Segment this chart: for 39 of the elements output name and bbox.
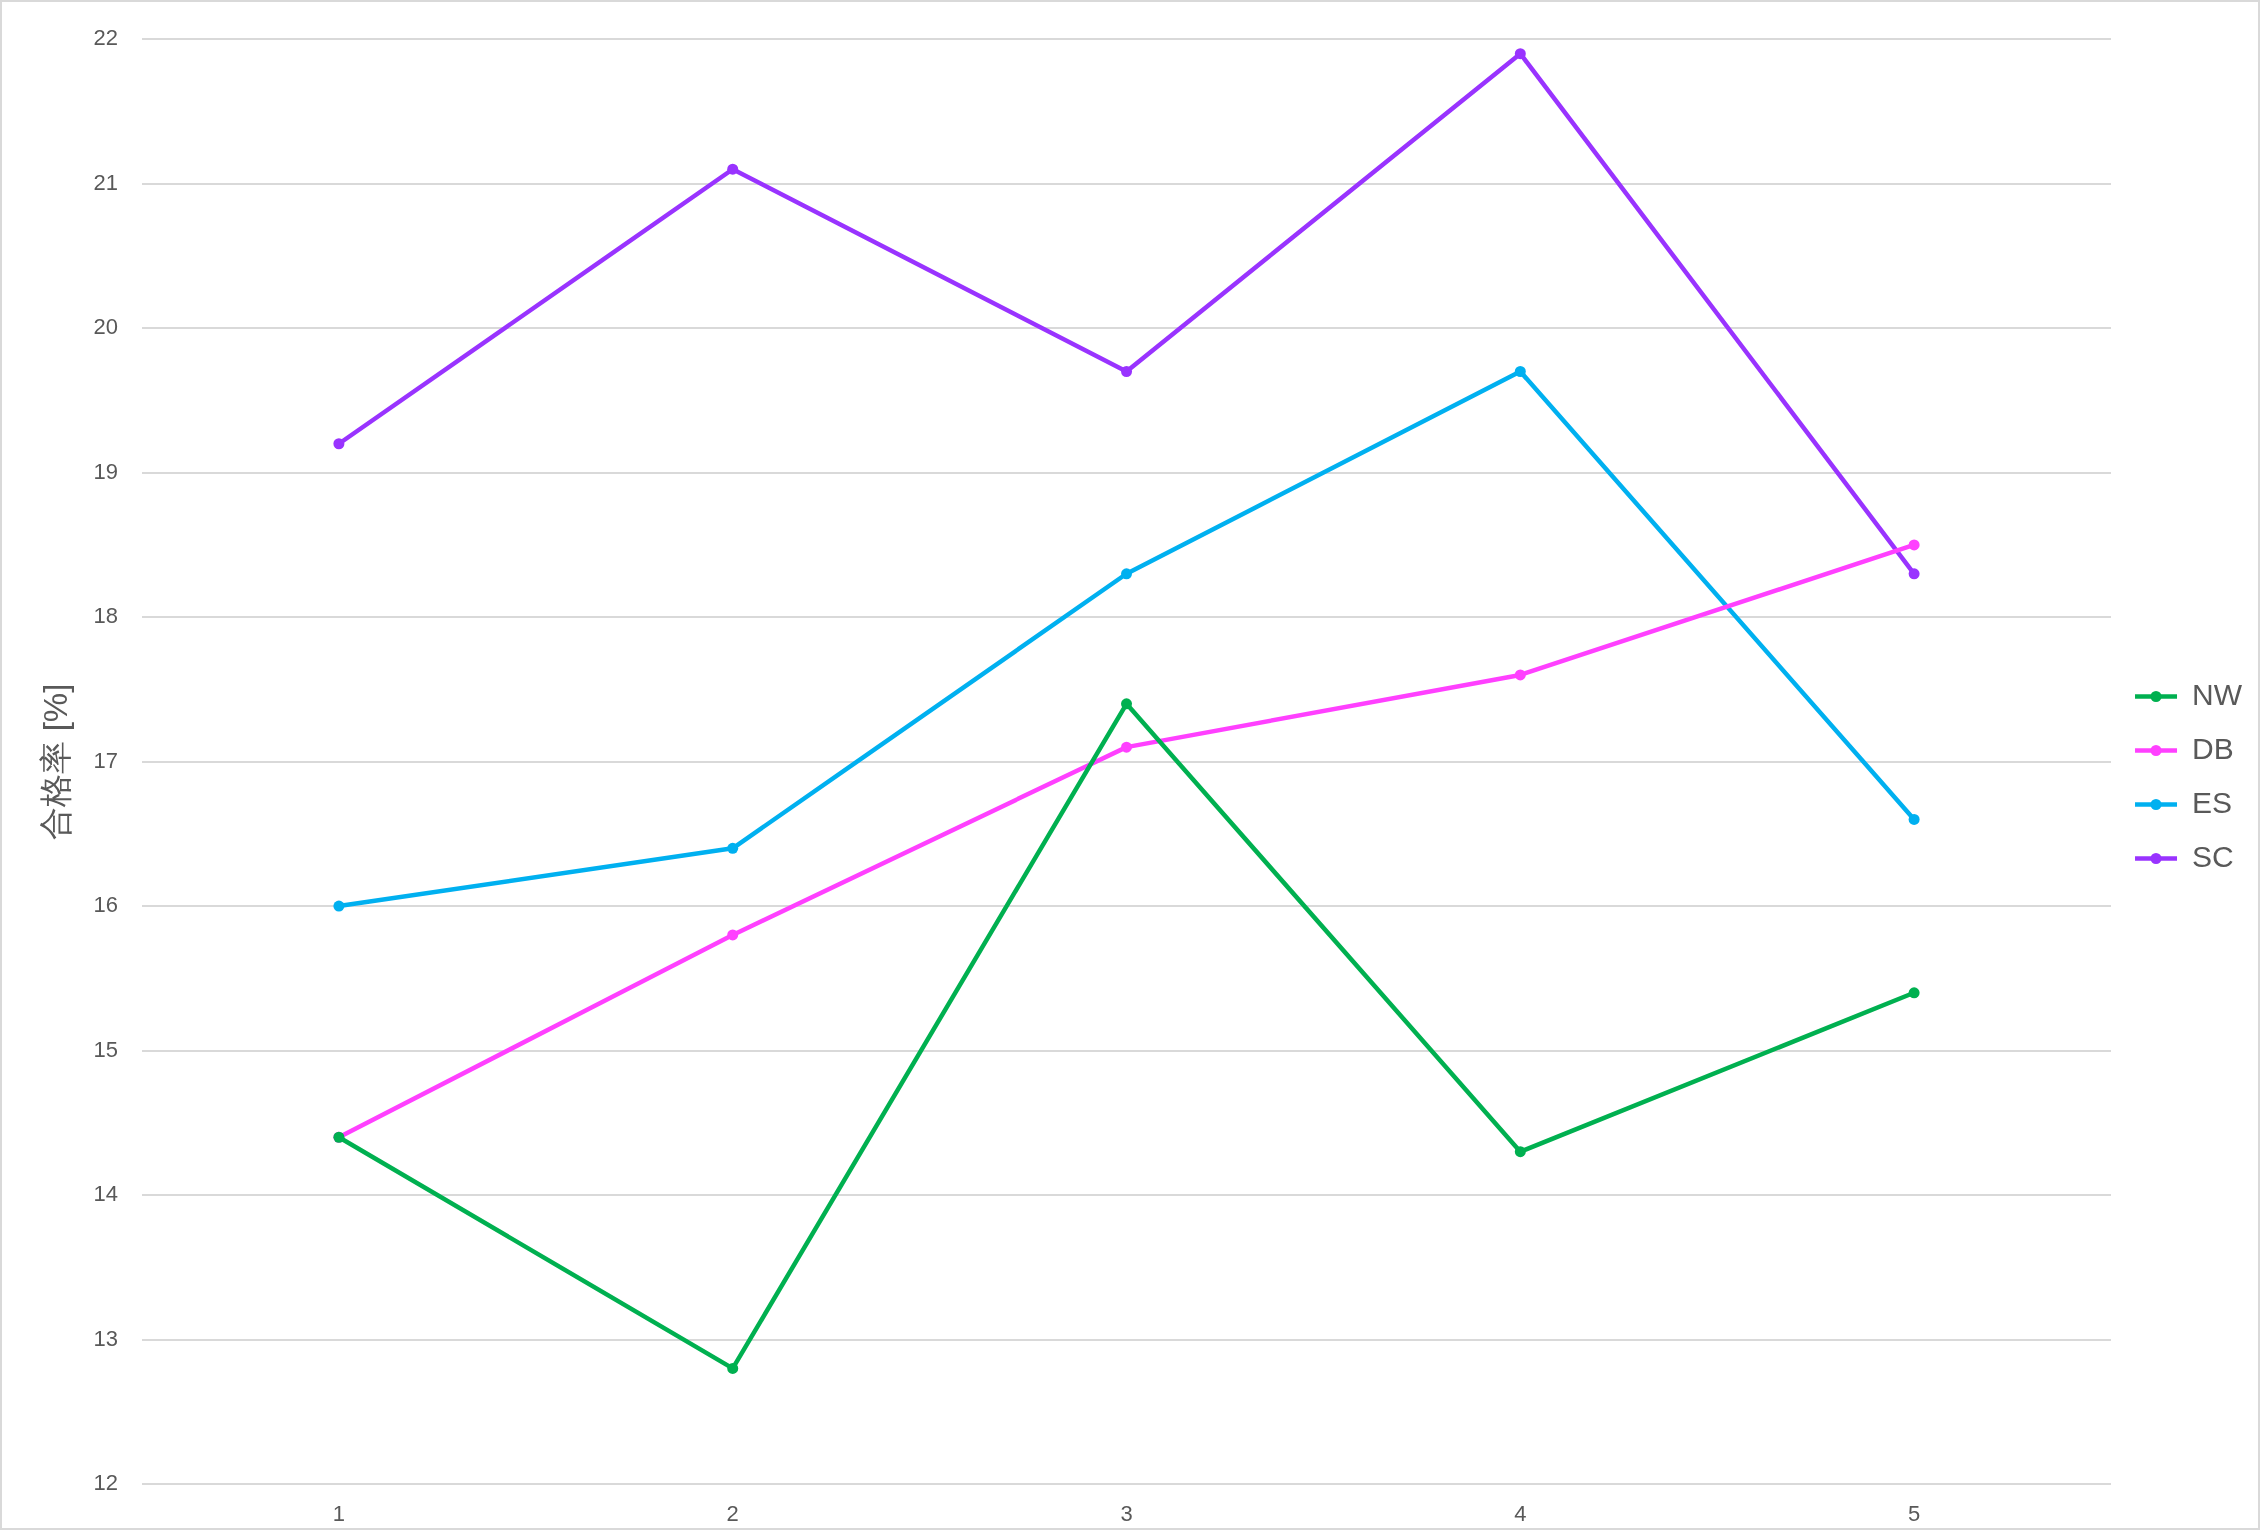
- x-tick-label: 4: [1514, 1501, 1527, 1527]
- point: [727, 842, 739, 854]
- y-tick-label: 18: [93, 603, 118, 629]
- y-tick-label: 21: [93, 169, 118, 195]
- legend-label: NW: [2192, 677, 2243, 711]
- point: [1121, 698, 1133, 710]
- point: [333, 438, 345, 450]
- y-tick-label: 20: [93, 314, 118, 340]
- y-tick-label: 15: [93, 1036, 118, 1062]
- point: [727, 929, 739, 941]
- point: [1514, 669, 1526, 681]
- point: [1514, 366, 1526, 377]
- y-tick-label: 22: [93, 25, 118, 51]
- point: [1908, 539, 1920, 551]
- legend-label: SC: [2192, 839, 2234, 873]
- point: [333, 900, 345, 912]
- y-tick-label: 16: [93, 892, 118, 918]
- point: [1514, 48, 1526, 60]
- y-tick-label: 13: [93, 1325, 118, 1351]
- point: [727, 1362, 739, 1374]
- x-tick-label: 5: [1907, 1501, 1921, 1527]
- point: [727, 163, 739, 175]
- y-tick-label: 14: [93, 1181, 118, 1207]
- point: [1121, 741, 1133, 753]
- x-tick-label: 3: [1120, 1501, 1133, 1527]
- point: [1121, 568, 1133, 580]
- point: [1908, 987, 1920, 999]
- y-axis-title: 合格率 [%]: [36, 683, 74, 840]
- legend-label: DB: [2192, 731, 2234, 765]
- x-tick-label: 1: [332, 1501, 346, 1527]
- y-tick-label: 19: [93, 458, 118, 484]
- y-tick-label: 12: [93, 1470, 118, 1496]
- legend-label: ES: [2192, 785, 2233, 819]
- point: [1514, 1146, 1526, 1158]
- y-tick-label: 17: [93, 747, 118, 773]
- point: [1908, 813, 1920, 825]
- x-tick-label: 2: [726, 1501, 739, 1527]
- point: [1908, 568, 1920, 580]
- point: [1121, 366, 1133, 377]
